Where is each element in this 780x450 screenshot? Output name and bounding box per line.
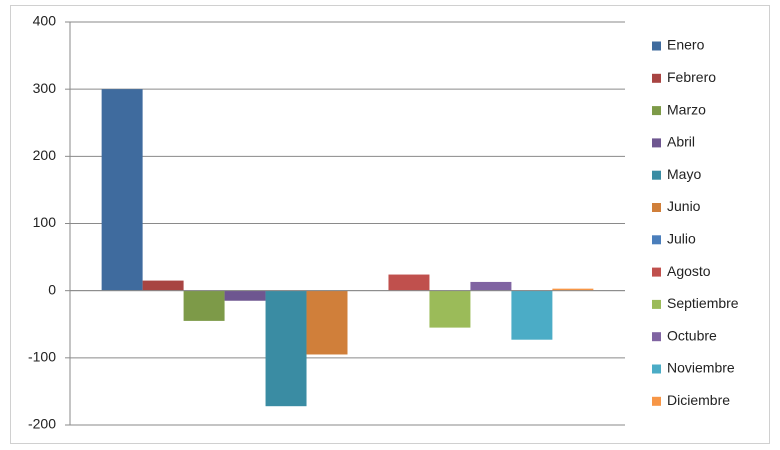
legend-swatch <box>652 106 661 116</box>
legend-swatch <box>652 41 661 51</box>
y-tick-label: -200 <box>28 416 56 432</box>
bar <box>470 281 512 291</box>
legend-swatch <box>652 138 661 148</box>
legend-label: Octubre <box>667 327 717 343</box>
legend-swatch <box>652 235 661 245</box>
y-tick-label: 200 <box>33 147 57 163</box>
bar <box>511 290 553 340</box>
legend-label: Enero <box>667 37 705 53</box>
y-tick-label: 400 <box>33 13 57 29</box>
y-tick-label: 0 <box>48 281 56 297</box>
legend-swatch <box>652 170 661 180</box>
legend-label: Junio <box>667 198 701 214</box>
bar <box>306 290 348 355</box>
y-tick-label: 300 <box>33 80 57 96</box>
legend-swatch <box>652 73 661 83</box>
legend-swatch <box>652 203 661 212</box>
bar <box>429 290 471 328</box>
legend-swatch <box>652 299 661 309</box>
legend-label: Septiembre <box>667 295 739 311</box>
legend-label: Febrero <box>667 69 716 85</box>
legend-label: Julio <box>667 231 696 247</box>
legend-swatch <box>652 364 661 374</box>
bar <box>142 280 184 291</box>
legend-label: Noviembre <box>667 360 735 376</box>
y-tick-label: 100 <box>33 214 57 230</box>
y-tick-label: -100 <box>28 349 56 365</box>
bar <box>101 89 143 291</box>
legend-swatch <box>652 396 661 406</box>
bar <box>552 288 594 291</box>
bar <box>224 290 266 301</box>
legend-label: Mayo <box>667 166 701 182</box>
legend-label: Marzo <box>667 101 706 117</box>
legend-label: Agosto <box>667 263 711 279</box>
legend-swatch <box>652 332 661 342</box>
bar <box>388 274 430 291</box>
legend-label: Abril <box>667 134 695 150</box>
bar <box>183 290 225 321</box>
legend-swatch <box>652 267 661 277</box>
bar <box>265 290 307 407</box>
legend-label: Diciembre <box>667 392 730 408</box>
